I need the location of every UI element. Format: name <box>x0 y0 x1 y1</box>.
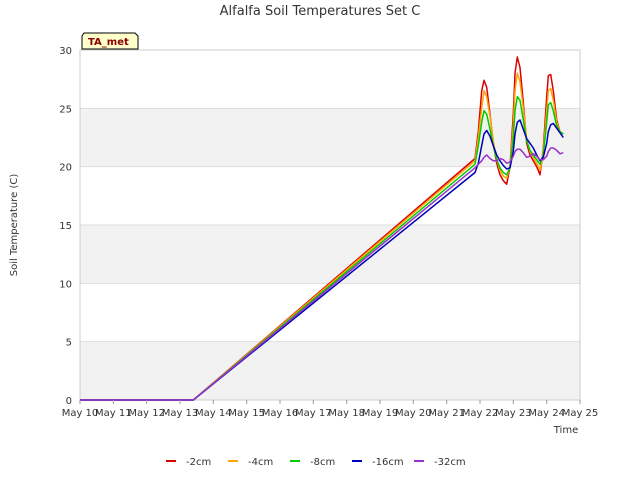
x-tick-label: May 20 <box>395 408 432 419</box>
x-tick-label: May 14 <box>195 408 232 419</box>
x-tick-label: May 10 <box>62 408 99 419</box>
series-layer <box>80 56 564 401</box>
chart-title: Alfalfa Soil Temperatures Set C <box>220 4 421 19</box>
y-tick-label: 0 <box>66 396 72 407</box>
legend: -2cm -4cm -8cm -16cm -32cm <box>166 457 466 468</box>
x-tick-label: May 15 <box>228 408 265 419</box>
y-axis-ticks: 0 5 10 15 20 25 30 <box>59 46 72 407</box>
x-tick-label: May 22 <box>462 408 499 419</box>
legend-label: -16cm <box>372 457 404 468</box>
x-tick-label: May 16 <box>262 408 299 419</box>
legend-label: -4cm <box>248 457 273 468</box>
x-tick-label: May 13 <box>162 408 199 419</box>
background-band <box>80 108 580 167</box>
series-line-32cm <box>80 147 564 401</box>
x-tick-label: May 21 <box>428 408 465 419</box>
legend-label: -2cm <box>186 457 211 468</box>
y-tick-label: 30 <box>59 46 72 57</box>
x-tick-label: May 12 <box>128 408 165 419</box>
x-axis-label: Time <box>553 425 578 436</box>
y-tick-label: 20 <box>59 163 72 174</box>
plot-background-bands <box>80 108 580 400</box>
y-tick-label: 25 <box>59 104 72 115</box>
y-tick-label: 5 <box>66 338 72 349</box>
x-tick-label: May 17 <box>295 408 332 419</box>
background-band <box>80 341 580 400</box>
series-line-4cm <box>80 72 564 401</box>
legend-label: -32cm <box>434 457 466 468</box>
y-tick-label: 10 <box>59 279 72 290</box>
x-tick-label: May 19 <box>362 408 399 419</box>
background-band <box>80 225 580 284</box>
y-axis-label: Soil Temperature (C) <box>9 174 20 277</box>
series-line-16cm <box>80 119 564 401</box>
x-tick-label: May 11 <box>95 408 132 419</box>
x-tick-label: May 18 <box>328 408 365 419</box>
site-badge-label: TA_met <box>88 37 129 48</box>
site-badge: TA_met <box>81 32 139 50</box>
x-tick-label: May 25 <box>562 408 599 419</box>
y-tick-label: 15 <box>59 221 72 232</box>
plot-frame <box>79 49 581 401</box>
x-tick-label: May 24 <box>528 408 565 419</box>
x-tick-label: May 23 <box>495 408 532 419</box>
series-line-2cm <box>80 56 564 401</box>
site-badge-box <box>81 32 139 50</box>
series-line-8cm <box>80 95 564 401</box>
legend-label: -8cm <box>310 457 335 468</box>
